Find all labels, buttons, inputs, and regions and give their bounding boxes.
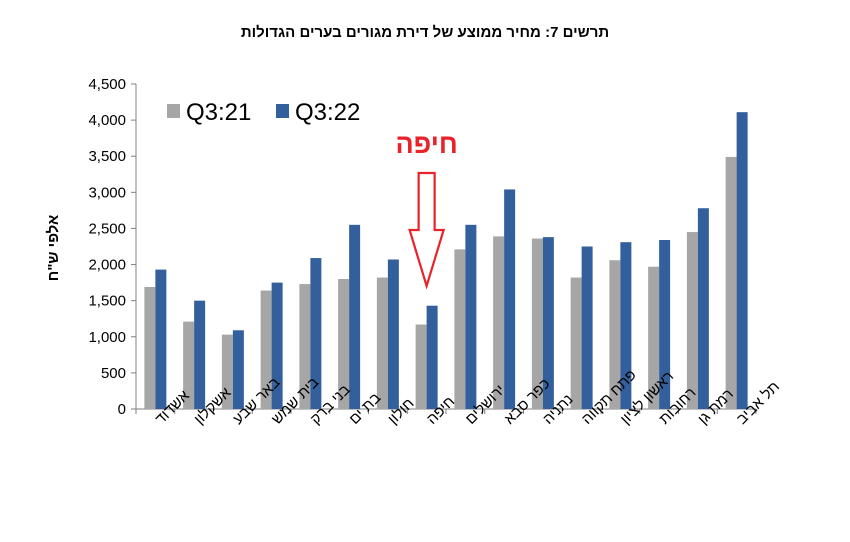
y-axis-label: אלפי ש"ח [45,215,62,281]
bar-q3-21 [144,286,156,409]
bar-q3-22 [155,269,167,409]
y-tick-label: 0 [118,401,126,418]
legend-label-q3-22: Q3:22 [295,99,360,126]
bar-q3-22 [542,237,554,409]
legend: Q3:21 Q3:22 [167,99,360,126]
legend-swatch-q3-22 [276,104,289,118]
bar-q3-21 [338,279,350,409]
annotation-down-arrow [408,171,446,290]
bar-q3-22 [349,224,361,409]
annotation-text: חיפה [395,129,457,159]
bar-q3-21 [376,277,388,409]
y-tick-label: 1,000 [88,329,126,346]
bar-q3-22 [194,300,206,409]
y-tick-label: 3,000 [88,184,126,201]
bars [144,112,748,410]
bar-q3-22 [697,208,709,409]
legend-label-q3-21: Q3:21 [186,99,251,126]
bar-q3-22 [736,112,748,410]
bar-q3-21 [299,284,311,409]
y-tick-label: 500 [101,365,126,382]
bar-q3-21 [415,324,427,409]
bar-q3-21 [648,266,660,409]
bar-q3-21 [260,290,272,409]
bar-q3-22 [620,242,632,409]
bar-q3-22 [426,305,438,409]
bar-q3-21 [686,232,698,409]
haifa-annotation: חיפה [395,129,458,290]
bar-q3-22 [659,240,671,409]
bar-q3-22 [465,224,477,409]
y-tick-label: 4,500 [88,76,126,93]
y-tick-label: 2,500 [88,220,126,237]
bar-q3-22 [581,246,593,409]
chart-title: תרשים 7: מחיר ממוצע של דירת מגורים בערים… [240,24,610,41]
bar-q3-21 [609,260,621,409]
y-tick-label: 2,000 [88,257,126,274]
bar-q3-22 [232,330,244,409]
bar-q3-21 [183,321,195,409]
bar-q3-22 [310,258,322,409]
y-tick-label: 3,500 [88,148,126,165]
bar-q3-21 [570,277,582,409]
bar-q3-21 [221,334,233,409]
bar-q3-21 [725,156,737,409]
y-axis: 0 500 1,000 1,500 2,000 2,500 3,000 3,500 4,000 4… [88,76,137,418]
bar-q3-22 [271,282,283,409]
bar-q3-22 [387,259,399,409]
y-tick-label: 1,500 [88,293,126,310]
bar-q3-21 [454,249,466,409]
bar-q3-21 [531,238,543,409]
bar-q3-22 [504,189,516,409]
legend-swatch-q3-21 [167,104,180,118]
bar-q3-21 [493,236,505,409]
y-tick-label: 4,000 [88,112,126,129]
